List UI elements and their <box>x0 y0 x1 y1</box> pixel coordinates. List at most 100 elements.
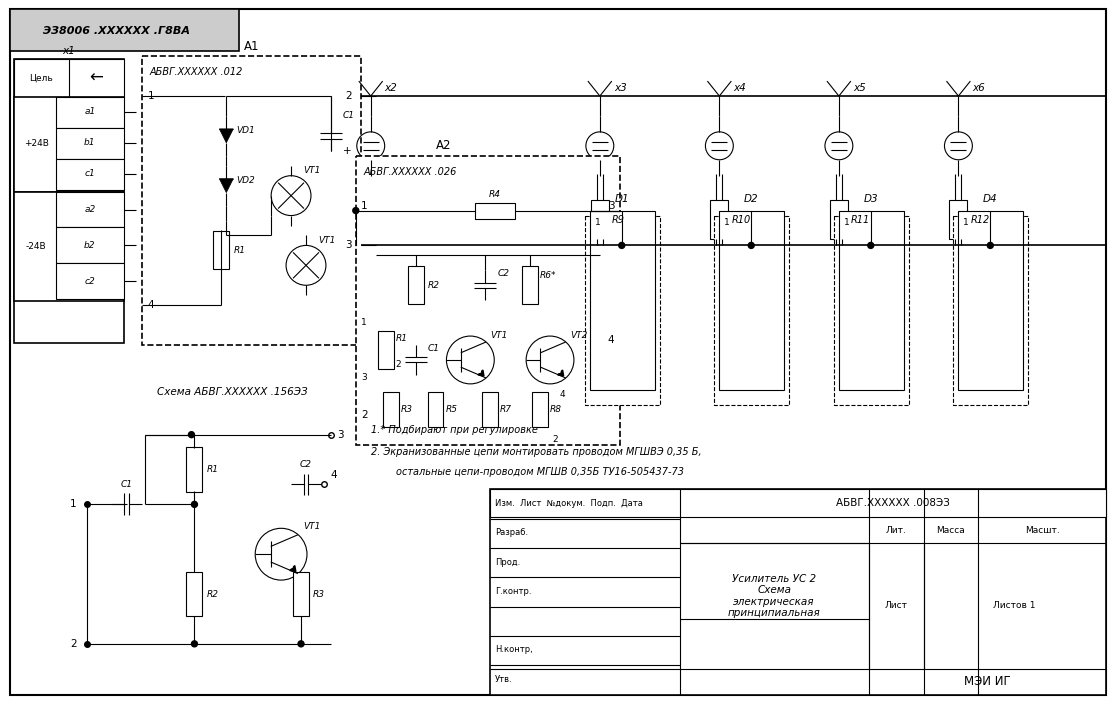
Text: Лит.: Лит. <box>886 526 906 535</box>
Text: D4: D4 <box>983 194 998 203</box>
Circle shape <box>597 242 603 249</box>
Text: Масшт.: Масшт. <box>1024 526 1059 535</box>
Text: 3: 3 <box>608 201 615 210</box>
Bar <box>15 59 69 97</box>
Text: МЭИ ИГ: МЭИ ИГ <box>964 675 1011 689</box>
Text: 2: 2 <box>70 639 77 649</box>
Bar <box>585 215 660 405</box>
Circle shape <box>748 242 754 249</box>
Text: x2: x2 <box>385 83 397 93</box>
Bar <box>186 447 202 492</box>
Bar <box>830 200 848 239</box>
Bar <box>532 392 548 427</box>
Text: 3: 3 <box>337 429 344 440</box>
Text: x3: x3 <box>614 83 626 93</box>
Text: x1: x1 <box>62 46 75 56</box>
Text: R5: R5 <box>445 406 458 414</box>
Text: a2: a2 <box>84 205 96 214</box>
Circle shape <box>618 242 625 249</box>
Bar <box>427 392 443 427</box>
Circle shape <box>353 208 358 213</box>
Text: R11: R11 <box>850 215 870 225</box>
Text: Усилитель УС 2
Схема
электрическая
принципиальная: Усилитель УС 2 Схема электрическая принц… <box>728 574 820 618</box>
Bar <box>714 215 789 405</box>
Text: Схема АБВГ.XXXXXX .156ЭЗ: Схема АБВГ.XXXXXX .156ЭЗ <box>156 386 307 397</box>
Text: 2: 2 <box>345 91 352 101</box>
Bar <box>490 489 1106 517</box>
Polygon shape <box>220 129 233 143</box>
Bar <box>377 331 394 369</box>
Text: R3: R3 <box>401 406 413 414</box>
Bar <box>10 9 239 51</box>
Text: А2: А2 <box>435 139 451 152</box>
Text: 4: 4 <box>147 300 154 310</box>
Text: 4: 4 <box>608 335 615 345</box>
Bar <box>56 159 124 189</box>
FancyArrow shape <box>290 565 296 572</box>
Text: C2: C2 <box>300 460 312 469</box>
Circle shape <box>716 242 722 249</box>
Text: 4: 4 <box>331 470 337 479</box>
Text: x4: x4 <box>733 83 747 93</box>
Text: 4: 4 <box>560 390 566 399</box>
Text: C1: C1 <box>427 344 440 353</box>
Bar <box>15 191 124 301</box>
Text: 1: 1 <box>595 218 600 227</box>
Text: C1: C1 <box>121 480 133 489</box>
Text: +24В: +24В <box>23 139 48 149</box>
Text: АБВГ.XXXXXX .026: АБВГ.XXXXXX .026 <box>364 167 458 177</box>
Circle shape <box>955 242 961 249</box>
Bar <box>142 56 360 345</box>
Text: Листов 1: Листов 1 <box>993 601 1036 610</box>
Text: 1: 1 <box>724 218 730 227</box>
Text: 2. Экранизованные цепи монтировать проводом МГШВЭ 0,35 Б,: 2. Экранизованные цепи монтировать прово… <box>371 446 701 457</box>
Text: Н.контр,: Н.контр, <box>496 646 533 655</box>
Text: 3: 3 <box>360 373 366 382</box>
Text: 2: 2 <box>396 360 402 370</box>
Bar <box>294 572 309 617</box>
Text: D1: D1 <box>615 194 629 203</box>
Text: D3: D3 <box>864 194 878 203</box>
Text: 2: 2 <box>360 410 367 420</box>
Text: -24В: -24В <box>26 242 47 251</box>
Text: Разраб.: Разраб. <box>496 528 528 537</box>
Text: C2: C2 <box>498 269 509 278</box>
Bar <box>56 97 124 128</box>
Text: R2: R2 <box>206 589 219 598</box>
Text: b1: b1 <box>84 138 96 147</box>
Text: 2: 2 <box>552 435 558 444</box>
Circle shape <box>189 432 194 438</box>
Circle shape <box>192 501 198 508</box>
Bar <box>839 210 904 390</box>
Text: 1: 1 <box>844 218 849 227</box>
Text: Цель: Цель <box>29 74 52 82</box>
Text: АБВГ.XXXXXX .012: АБВГ.XXXXXX .012 <box>150 67 243 77</box>
Text: R7: R7 <box>500 406 512 414</box>
Text: VT1: VT1 <box>318 236 335 245</box>
Bar <box>407 266 424 304</box>
Bar <box>15 97 124 191</box>
Text: D2: D2 <box>744 194 759 203</box>
Text: Утв.: Утв. <box>496 674 513 684</box>
Text: R10: R10 <box>731 215 751 225</box>
Text: 1: 1 <box>360 318 366 327</box>
FancyArrow shape <box>558 370 564 376</box>
Text: Лист: Лист <box>885 601 907 610</box>
Text: остальные цепи-проводом МГШВ 0,35Б ТУ16-505437-73: остальные цепи-проводом МГШВ 0,35Б ТУ16-… <box>396 467 684 477</box>
Text: VT1: VT1 <box>490 331 508 339</box>
Text: R1: R1 <box>233 246 246 255</box>
Text: c2: c2 <box>85 277 95 286</box>
Text: 1: 1 <box>147 91 154 101</box>
Bar <box>213 232 229 270</box>
Text: R1: R1 <box>206 465 219 474</box>
Text: VT1: VT1 <box>304 166 320 175</box>
Text: C1: C1 <box>343 111 355 120</box>
Text: Изм.  Лист  №докум.  Подп.  Дата: Изм. Лист №докум. Подп. Дата <box>496 499 643 508</box>
Bar <box>959 210 1023 390</box>
Bar <box>834 215 908 405</box>
Bar <box>186 572 202 617</box>
Text: R9: R9 <box>612 215 625 225</box>
Text: +: + <box>343 146 352 156</box>
Bar <box>490 489 1106 695</box>
Text: 1: 1 <box>70 499 77 510</box>
